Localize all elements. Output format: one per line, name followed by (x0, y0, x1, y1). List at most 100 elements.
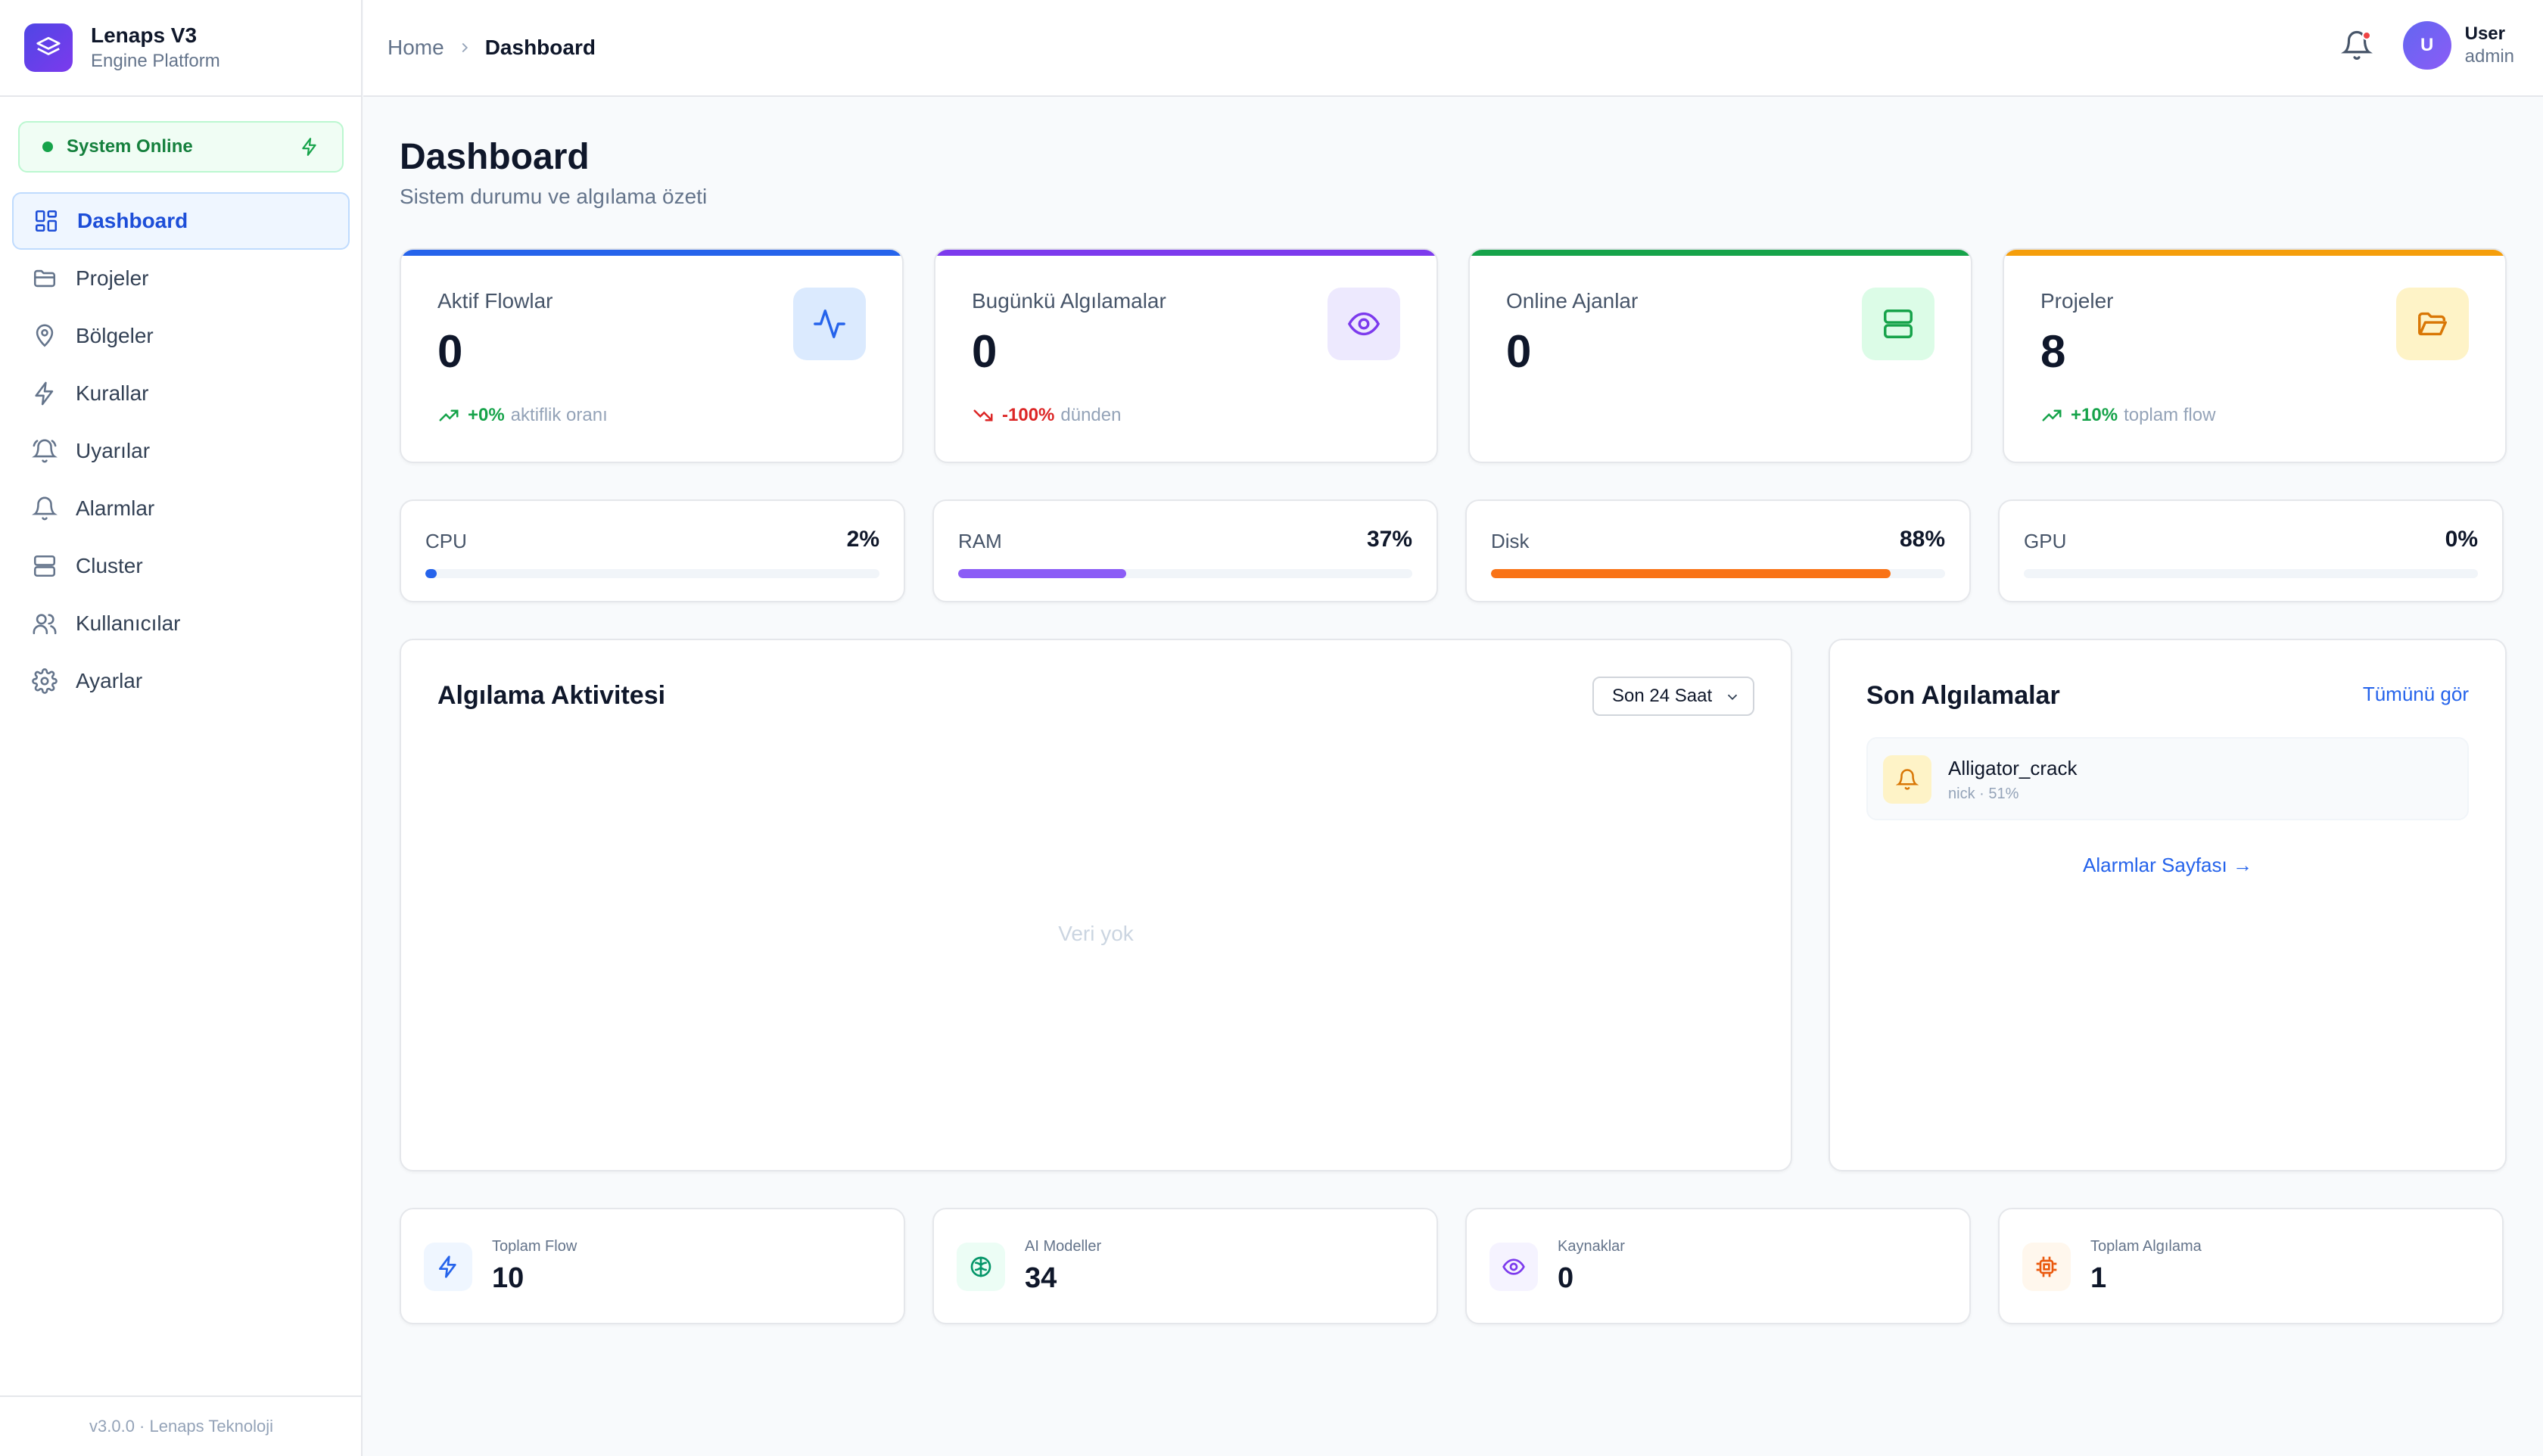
stat-label: Kaynaklar (1558, 1238, 1625, 1255)
stat-card-sources[interactable]: Kaynaklar 0 (1465, 1208, 1971, 1324)
stat-card-total-detections[interactable]: Toplam Algılama 1 (1998, 1208, 2504, 1324)
list-item[interactable]: Alligator_crack nick · 51% (1866, 737, 2469, 820)
activity-icon (793, 288, 866, 360)
cpu-icon (2022, 1243, 2071, 1291)
sidebar-item-cluster[interactable]: Cluster (12, 537, 350, 595)
kpi-card-online-agents[interactable]: Online Ajanlar 0 (1468, 248, 1972, 463)
stat-label: Toplam Flow (492, 1238, 577, 1255)
resource-track (1491, 569, 1945, 578)
user-role: admin (2464, 46, 2514, 67)
stat-value: 0 (1558, 1262, 1574, 1294)
chevron-right-icon (456, 39, 473, 56)
top-header: Home Dashboard U User admin (363, 0, 2543, 97)
map-pin-icon (32, 323, 58, 349)
kpi-card-detections-today[interactable]: Bugünkü Algılamalar 0 -100% dünden (934, 248, 1438, 463)
detection-name: Alligator_crack (1948, 757, 2078, 779)
kpi-value: 0 (1506, 326, 1532, 377)
notifications-button[interactable] (2340, 30, 2373, 61)
breadcrumb-current: Dashboard (484, 36, 596, 59)
resource-value: 2% (846, 527, 879, 552)
resource-card-disk: Disk 88% (1465, 499, 1971, 602)
eye-icon (1489, 1243, 1538, 1291)
resource-value: 0% (2445, 527, 2478, 552)
avatar[interactable]: U (2402, 21, 2451, 70)
sidebar-item-alarmlar[interactable]: Alarmlar (12, 480, 350, 537)
user-menu[interactable]: User admin (2465, 23, 2514, 68)
status-dot (42, 142, 53, 152)
sidebar-item-label: Kullanıcılar (76, 611, 181, 635)
page-subtitle: Sistem durumu ve algılama özeti (400, 185, 708, 208)
time-range-select[interactable]: Son 24 Saat (1592, 677, 1754, 716)
stat-value: 34 (1025, 1262, 1057, 1294)
resource-label: GPU (2024, 530, 2067, 552)
trend-value: +0% (468, 405, 505, 425)
kpi-label: Bugünkü Algılamalar (972, 289, 1166, 313)
sidebar-item-uyarilar[interactable]: Uyarılar (12, 422, 350, 480)
stat-card-total-flow[interactable]: Toplam Flow 10 (400, 1208, 905, 1324)
kpi-label: Aktif Flowlar (437, 289, 553, 313)
resource-value: 88% (1899, 527, 1945, 552)
sidebar-item-label: Kurallar (76, 381, 149, 405)
trending-up-icon (437, 404, 460, 427)
time-range-value: Son 24 Saat (1612, 686, 1713, 706)
stat-value: 10 (492, 1262, 524, 1294)
stat-label: AI Modeller (1025, 1238, 1102, 1255)
sidebar-item-bolgeler[interactable]: Bölgeler (12, 307, 350, 365)
bell-icon (1883, 755, 1931, 804)
sidebar-item-dashboard[interactable]: Dashboard (12, 192, 350, 250)
stat-label: Toplam Algılama (2090, 1238, 2202, 1255)
sidebar-item-projeler[interactable]: Projeler (12, 250, 350, 307)
resource-label: Disk (1491, 530, 1530, 552)
trend-text: dünden (1060, 405, 1122, 425)
alarms-page-link[interactable]: Alarmlar Sayfası → (2083, 854, 2252, 876)
layers-icon (24, 23, 73, 72)
resource-track (425, 569, 879, 578)
page-title: Dashboard (400, 137, 590, 177)
sidebar-item-label: Projeler (76, 266, 149, 290)
sidebar: Lenaps V3 Engine Platform System Online … (0, 0, 363, 1456)
sidebar-item-ayarlar[interactable]: Ayarlar (12, 652, 350, 710)
brand[interactable]: Lenaps V3 Engine Platform (0, 0, 361, 97)
user-name: User (2464, 23, 2505, 44)
sidebar-item-label: Ayarlar (76, 669, 143, 692)
bell-icon (2340, 30, 2373, 61)
version-footer: v3.0.0 · Lenaps Teknoloji (0, 1395, 363, 1456)
kpi-label: Online Ajanlar (1506, 289, 1639, 313)
sidebar-item-label: Cluster (76, 554, 143, 577)
resource-card-cpu: CPU 2% (400, 499, 905, 602)
stat-card-ai-models[interactable]: AI Modeller 34 (932, 1208, 1438, 1324)
resource-track (958, 569, 1412, 578)
sidebar-nav: Dashboard Projeler Bölgeler Kurallar Uya… (12, 192, 350, 710)
kpi-trend: +10% toplam flow (2040, 404, 2215, 427)
resource-label: CPU (425, 530, 467, 552)
kpi-accent-bar (401, 250, 902, 256)
kpi-card-active-flows[interactable]: Aktif Flowlar 0 +0% aktiflik oranı (400, 248, 904, 463)
trend-text: toplam flow (2124, 405, 2216, 425)
kpi-value: 0 (972, 326, 998, 377)
kpi-card-projects[interactable]: Projeler 8 +10% toplam flow (2003, 248, 2507, 463)
sidebar-item-kullanicilar[interactable]: Kullanıcılar (12, 595, 350, 652)
breadcrumb-home[interactable]: Home (388, 36, 444, 59)
stat-value: 1 (2090, 1262, 2107, 1294)
kpi-accent-bar (1470, 250, 1971, 256)
grid-icon (33, 208, 59, 234)
sidebar-item-kurallar[interactable]: Kurallar (12, 365, 350, 422)
kpi-accent-bar (2004, 250, 2505, 256)
eye-icon (1328, 288, 1400, 360)
kpi-trend: +0% aktiflik oranı (437, 404, 608, 427)
folder-icon (32, 266, 58, 291)
users-icon (32, 611, 58, 636)
kpi-value: 0 (437, 326, 463, 377)
bolt-icon (32, 381, 58, 406)
kpi-trend: -100% dünden (972, 404, 1121, 427)
trending-down-icon (972, 404, 994, 427)
notification-badge (2361, 31, 2371, 40)
see-all-link[interactable]: Tümünü gör (2362, 683, 2469, 705)
bell-icon (32, 496, 58, 521)
sidebar-item-label: Alarmlar (76, 496, 155, 520)
chevron-down-icon (1724, 689, 1741, 705)
brain-icon (957, 1243, 1005, 1291)
resource-fill (1491, 569, 1891, 578)
kpi-value: 8 (2040, 326, 2066, 377)
resource-track (2024, 569, 2478, 578)
